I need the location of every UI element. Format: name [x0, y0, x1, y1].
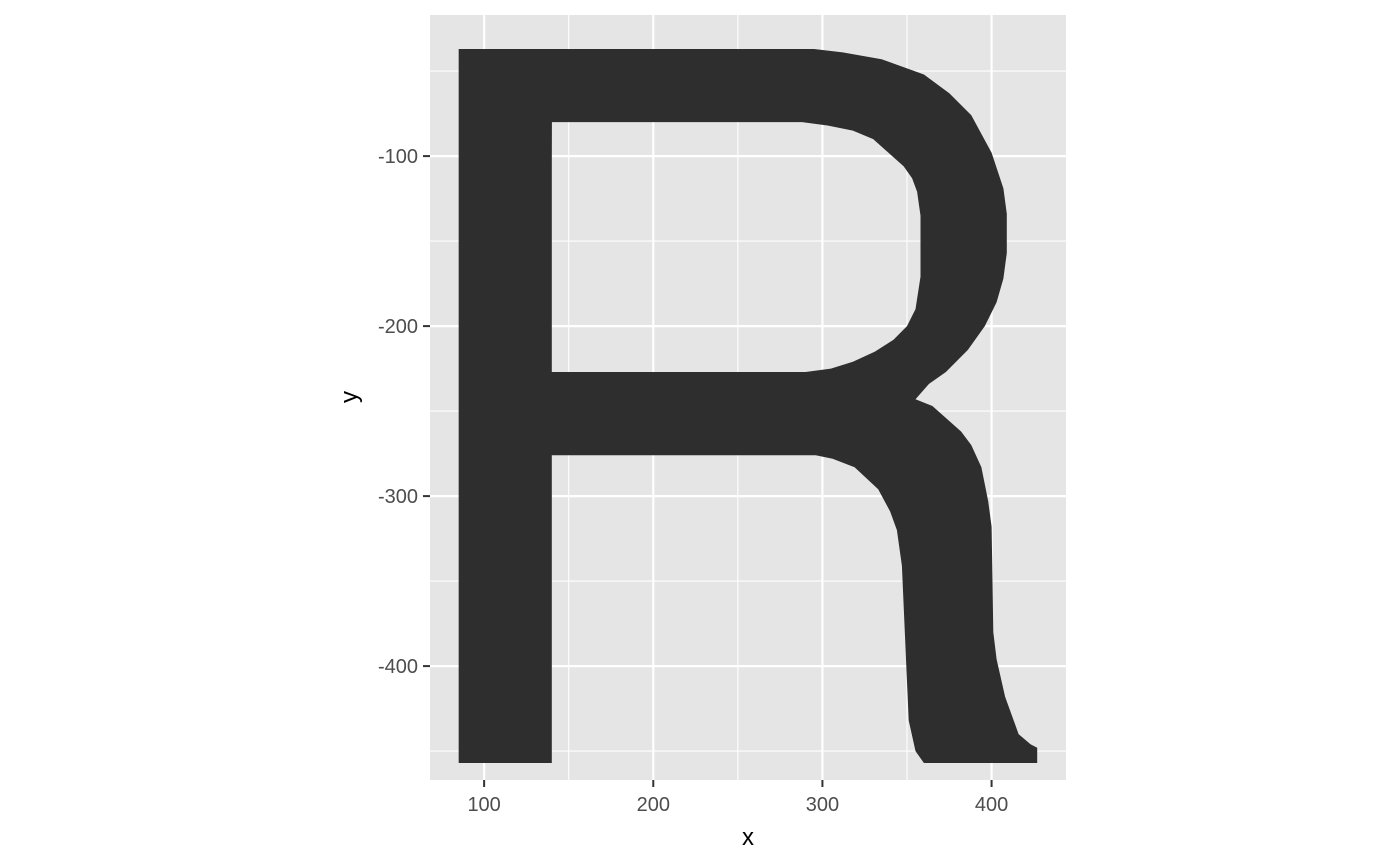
- x-axis-ticks: 100 200 300 400: [467, 780, 1008, 816]
- x-tick-label: 100: [467, 794, 500, 816]
- y-tick-label: -200: [378, 316, 418, 338]
- x-tick-label: 300: [806, 794, 839, 816]
- x-tick-label: 200: [637, 794, 670, 816]
- x-tick-label: 400: [975, 794, 1008, 816]
- x-axis-title: x: [742, 824, 754, 851]
- y-tick-label: -300: [378, 486, 418, 508]
- polygon-shape: [458, 49, 1038, 763]
- y-axis-title: y: [336, 391, 363, 403]
- data-shape-layer: [458, 49, 1038, 763]
- polygon-stem: [458, 49, 552, 763]
- y-axis-ticks: -100 -200 -300 -400: [378, 146, 430, 678]
- y-tick-label: -400: [378, 656, 418, 678]
- y-tick-label: -100: [378, 146, 418, 168]
